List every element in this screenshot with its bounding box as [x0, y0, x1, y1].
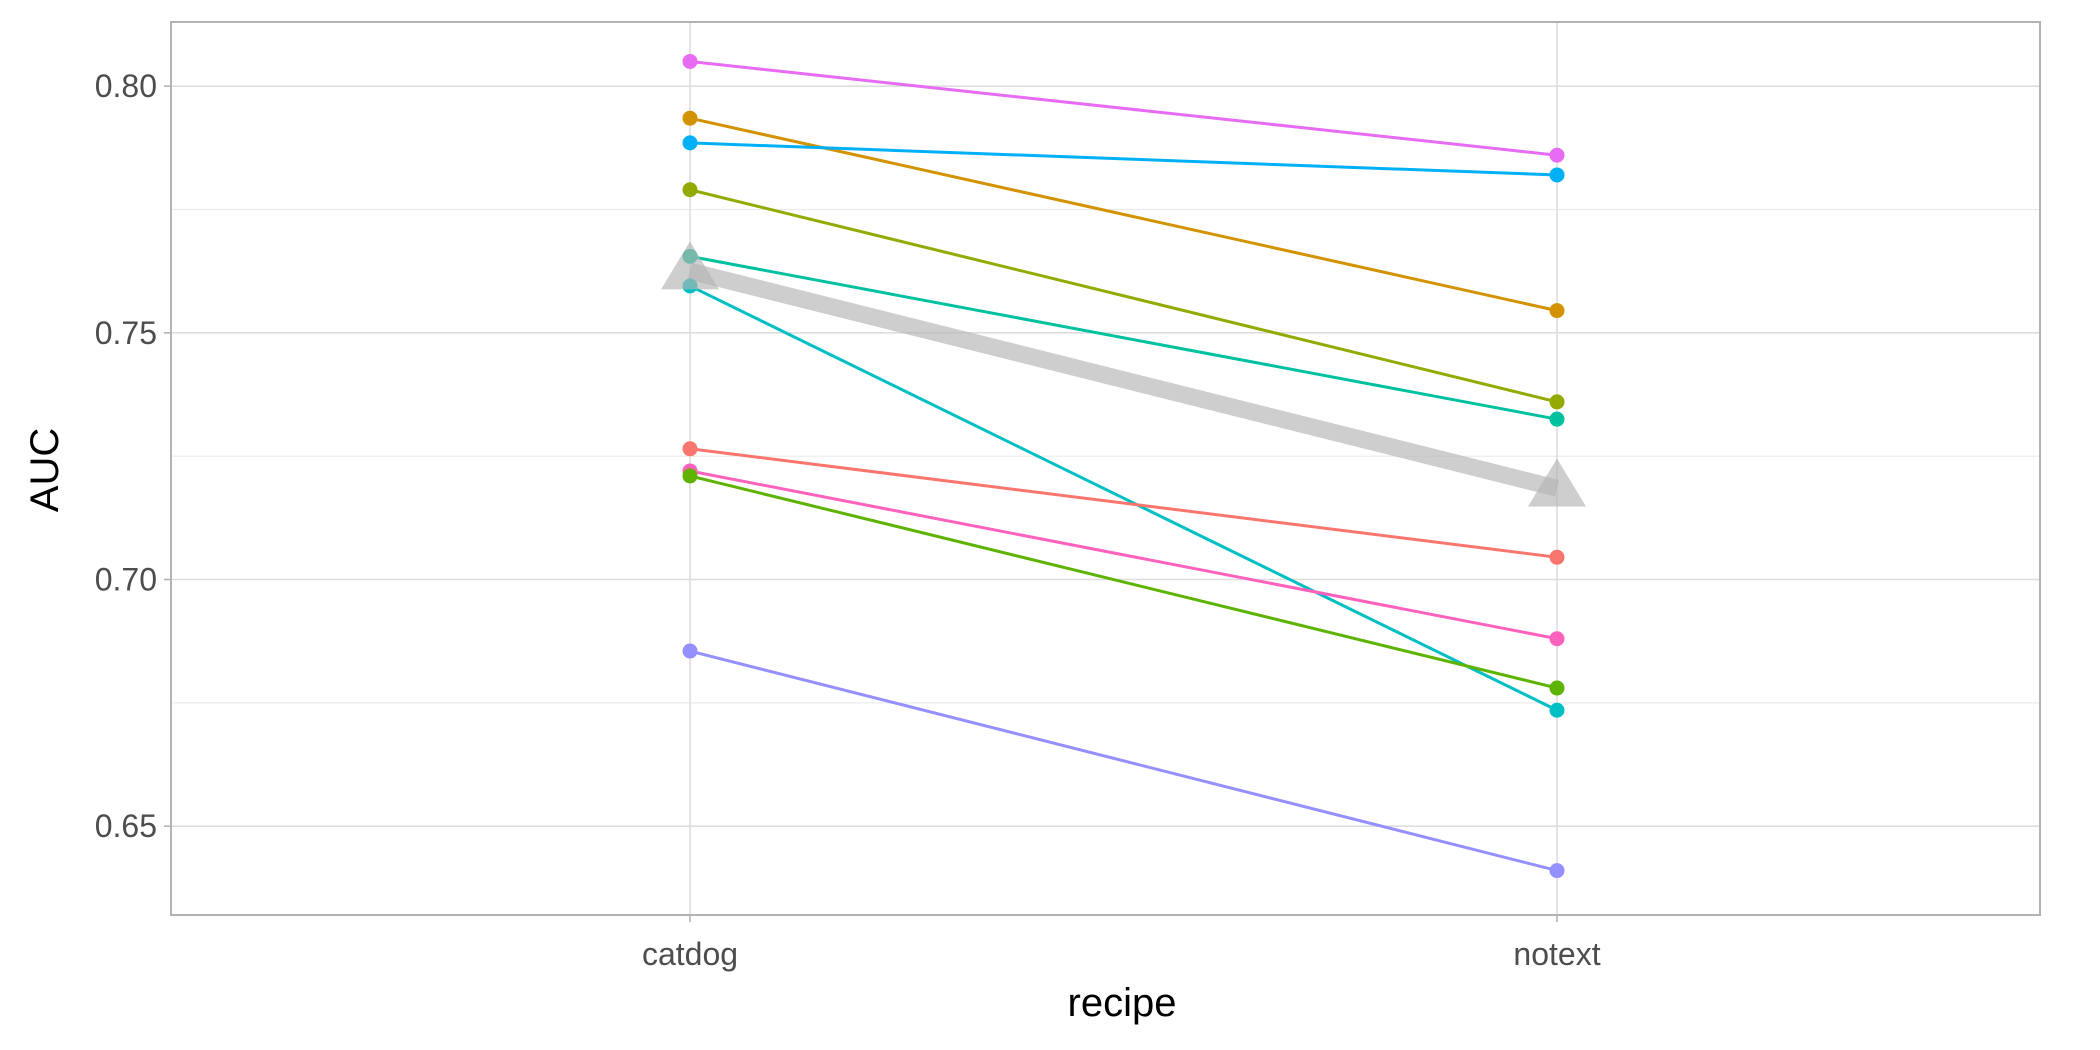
y-tick-label: 0.65: [95, 808, 157, 844]
series-line: [689, 116, 1558, 313]
series-line: [689, 469, 1558, 641]
series-point: [682, 53, 698, 69]
series-2: [682, 110, 1565, 319]
series-point: [682, 441, 698, 457]
series-point: [1549, 549, 1565, 565]
mean-line: [687, 262, 1560, 497]
y-tick-label: 0.80: [95, 68, 157, 104]
panel-border: [170, 21, 2041, 916]
grid: [171, 22, 2040, 915]
series-point: [1549, 394, 1565, 410]
series-7: [682, 441, 1565, 565]
series-line: [689, 188, 1558, 404]
series-line: [689, 474, 1558, 690]
panel-background: [171, 22, 2040, 915]
series-line: [689, 59, 1558, 157]
series-line: [689, 141, 1558, 177]
x-axis-title: recipe: [1068, 981, 1177, 1025]
mean-line-layer: [687, 262, 1560, 497]
series-4: [682, 182, 1565, 410]
series-point: [682, 182, 698, 198]
series-point: [682, 135, 698, 151]
series-9: [682, 468, 1565, 696]
series-point: [682, 110, 698, 126]
series-point: [1549, 147, 1565, 163]
series-line: [689, 447, 1558, 559]
series-point: [682, 468, 698, 484]
series-point: [1549, 303, 1565, 319]
series-line: [689, 284, 1558, 712]
series-point: [1549, 680, 1565, 696]
series-point: [1549, 411, 1565, 427]
mean-marker: [1528, 458, 1586, 507]
series-3: [682, 135, 1565, 183]
series-point: [1549, 631, 1565, 647]
series-1: [682, 53, 1565, 163]
series-10: [682, 643, 1565, 879]
x-tick-label: notext: [1513, 936, 1600, 972]
series-point: [682, 643, 698, 659]
x-tick-label: catdog: [642, 936, 738, 972]
series-point: [1549, 167, 1565, 183]
y-tick-label: 0.70: [95, 562, 157, 598]
series-point: [1549, 863, 1565, 879]
series-layer: [682, 53, 1565, 879]
x-axis-ticks: catdog notext: [642, 915, 1601, 972]
series-line: [689, 649, 1558, 873]
series-line: [689, 254, 1558, 421]
mean-marker: [661, 241, 719, 290]
mean-marker-layer: [661, 241, 1586, 507]
y-axis-ticks: 0.65 0.70 0.75 0.80: [95, 68, 171, 844]
series-point: [1549, 702, 1565, 718]
y-axis-title: AUC: [23, 428, 67, 512]
y-tick-label: 0.75: [95, 315, 157, 351]
